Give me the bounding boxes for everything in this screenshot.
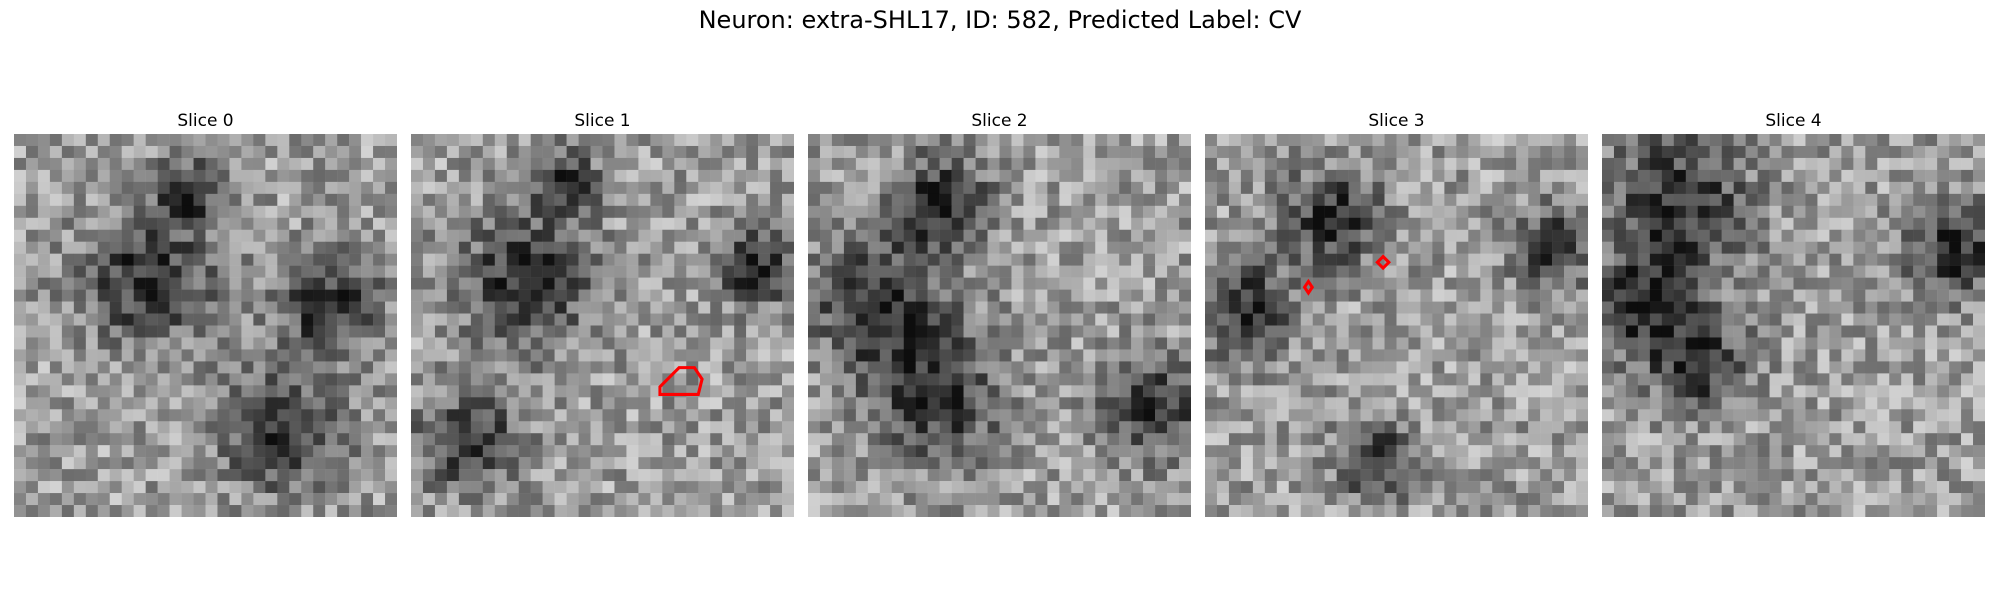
slice-image	[808, 134, 1191, 517]
slice-title: Slice 0	[177, 111, 234, 131]
slice-image	[1602, 134, 1985, 517]
pixel-grid	[411, 134, 794, 517]
pixel-grid	[1602, 134, 1985, 517]
slice-image	[411, 134, 794, 517]
slice-panel-0: Slice 0	[14, 108, 397, 517]
slice-title: Slice 4	[1765, 111, 1822, 131]
slice-title: Slice 2	[971, 111, 1028, 131]
slice-panel-2: Slice 2	[808, 108, 1191, 517]
pixel-grid	[808, 134, 1191, 517]
slice-panel-1: Slice 1	[411, 108, 794, 517]
segmentation-contour	[1302, 278, 1315, 296]
figure-title: Neuron: extra-SHL17, ID: 582, Predicted …	[698, 6, 1302, 34]
slice-image	[14, 134, 397, 517]
segmentation-contour	[658, 366, 704, 396]
pixel-grid	[14, 134, 397, 517]
pixel-grid	[1205, 134, 1588, 517]
slice-title: Slice 1	[574, 111, 631, 131]
slice-image	[1205, 134, 1588, 517]
slice-panel-3: Slice 3	[1205, 108, 1588, 517]
slice-panel-4: Slice 4	[1602, 108, 1985, 517]
slice-title: Slice 3	[1368, 111, 1425, 131]
segmentation-contour	[1375, 254, 1392, 271]
